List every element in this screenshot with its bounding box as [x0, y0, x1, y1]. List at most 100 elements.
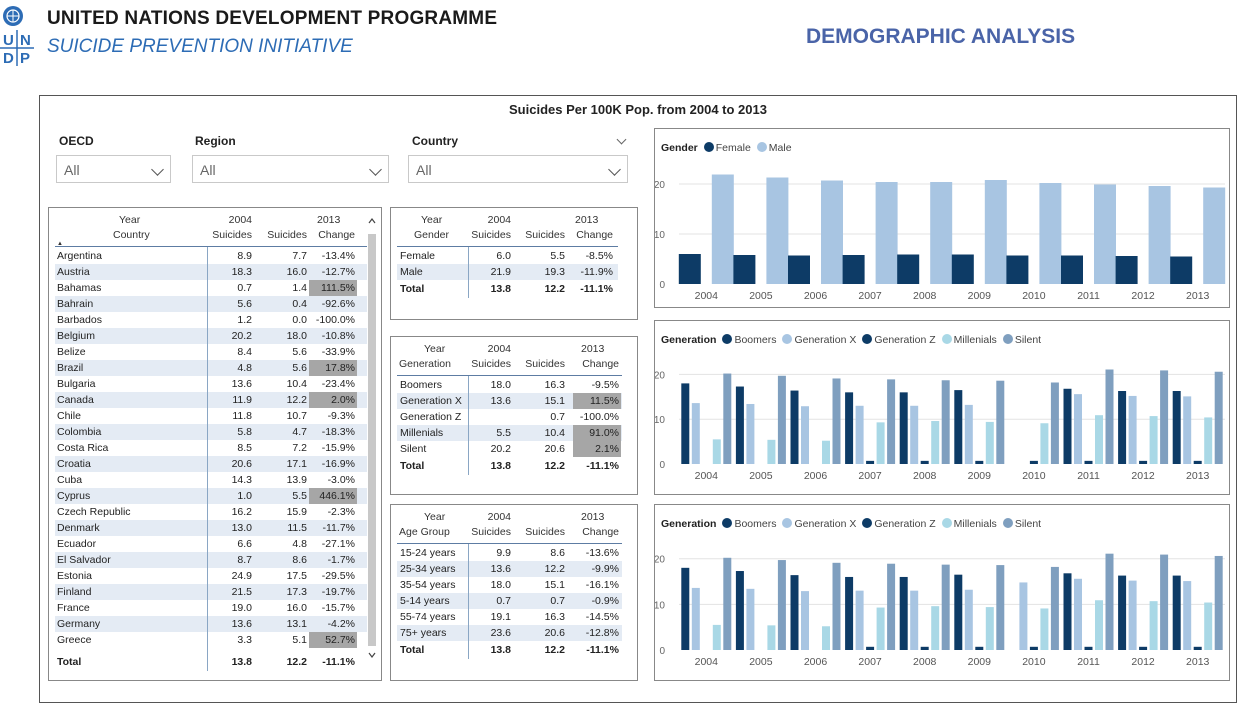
bar [975, 646, 984, 650]
change-value: -100.0% [579, 411, 619, 423]
oecd-slicer-label: OECD [59, 134, 94, 148]
value-2004: 20.2 [490, 443, 511, 455]
country-name: Canada [57, 394, 94, 406]
legend-item[interactable]: Silent [997, 518, 1041, 530]
bar [1115, 256, 1138, 284]
bar [691, 587, 700, 650]
legend-title: Gender [661, 142, 698, 154]
country-name: Denmark [57, 522, 100, 534]
legend-item[interactable]: Generation X [776, 334, 856, 346]
scrollbar-thumb[interactable] [368, 234, 376, 646]
x-tick-label: 2011 [1077, 470, 1100, 482]
legend-item[interactable]: Boomers [716, 334, 776, 346]
bar [920, 646, 929, 650]
value-2013: 17.5 [286, 570, 307, 582]
bar [954, 390, 963, 464]
x-tick-label: 2010 [1022, 470, 1046, 482]
bar [723, 557, 732, 650]
table-row: Belgium 20.2 18.0 -10.8% [55, 328, 367, 344]
bar [855, 590, 864, 650]
bar [845, 392, 854, 464]
value-2013: 16.0 [286, 602, 307, 614]
generation-chart-panel-2: Generation Boomers Generation X Generation … [654, 504, 1230, 681]
legend-item[interactable]: Male [751, 142, 792, 154]
total-2004: 13.8 [490, 460, 511, 472]
legend-title: Generation [661, 518, 717, 530]
change-value: -16.9% [321, 458, 355, 470]
scrollbar[interactable] [367, 214, 377, 664]
total-row: Total 13.8 12.2 -11.1% [397, 642, 622, 658]
legend-item[interactable]: Silent [997, 334, 1041, 346]
bar [984, 180, 1007, 284]
report-frame: Suicides Per 100K Pop. from 2004 to 2013… [39, 95, 1237, 703]
scroll-up-icon[interactable] [367, 216, 377, 226]
change-value: -19.7% [321, 586, 355, 598]
country-name: Austria [57, 266, 90, 278]
column-header: Suicides [471, 358, 511, 370]
total-row: Total 13.8 12.2 -11.1% [397, 281, 618, 297]
legend-dot-icon [756, 142, 767, 152]
column-header: Suicides [267, 229, 307, 241]
year-2013-header: 2013 [581, 511, 605, 523]
bar [954, 574, 963, 650]
value-2013: 0.7 [550, 595, 565, 607]
value-2004: 13.0 [231, 522, 252, 534]
x-tick-label: 2008 [913, 656, 937, 668]
org-title: UNITED NATIONS DEVELOPMENT PROGRAMME [47, 8, 498, 29]
table-row: Bahrain 5.6 0.4 -92.6% [55, 296, 367, 312]
bar [1118, 575, 1127, 650]
change-value: -9.9% [591, 563, 619, 575]
bar [920, 460, 929, 464]
bar [899, 392, 908, 464]
table-row: Millenials 5.5 10.4 91.0% [397, 425, 622, 441]
value-2013: 5.5 [292, 490, 307, 502]
value-2013: 18.0 [286, 330, 307, 342]
oecd-dropdown[interactable]: All [56, 155, 171, 183]
total-change: -11.1% [586, 644, 619, 656]
legend-dot-icon [722, 334, 733, 344]
column-divider [468, 544, 469, 659]
legend-title: Generation [661, 334, 717, 346]
bar [735, 571, 744, 650]
bar [985, 607, 994, 650]
country-name: Greece [57, 634, 92, 646]
legend-item[interactable]: Generation X [776, 518, 856, 530]
country-name: Estonia [57, 570, 93, 582]
bar [1050, 382, 1059, 464]
legend-item[interactable]: Boomers [716, 518, 776, 530]
table-row: Denmark 13.0 11.5 -11.7% [55, 520, 367, 536]
legend-label: Millenials [953, 334, 997, 346]
change-value: -33.9% [321, 346, 355, 358]
logo-letter: P [20, 50, 30, 66]
table-row: 35-54 years 18.0 15.1 -16.1% [397, 577, 622, 593]
value-2013: 17.1 [286, 458, 307, 470]
country-dropdown[interactable]: All [408, 155, 628, 183]
bar [845, 576, 854, 650]
value-2004: 23.6 [490, 627, 511, 639]
bar [931, 421, 940, 464]
change-value: -3.0% [327, 474, 355, 486]
legend-item[interactable]: Female [698, 142, 751, 154]
value-2013: 13.9 [286, 474, 307, 486]
generation-chart-legend: Generation Boomers Generation X Generation … [661, 334, 1041, 346]
chevron-down-icon[interactable] [616, 134, 627, 145]
table-row: Bahamas 0.7 1.4 111.5% [55, 280, 367, 296]
change-value: 2.0% [309, 392, 357, 408]
bar [1160, 554, 1169, 650]
legend-item[interactable]: Generation Z [856, 518, 936, 530]
bar [822, 440, 830, 464]
bar [1105, 369, 1114, 464]
legend-item[interactable]: Generation Z [856, 334, 936, 346]
legend-item[interactable]: Millenials [936, 518, 997, 530]
value-2013: 10.4 [544, 427, 565, 439]
region-dropdown[interactable]: All [192, 155, 389, 183]
bar [832, 378, 841, 464]
legend-item[interactable]: Millenials [936, 334, 997, 346]
bar [964, 589, 973, 650]
bar [1183, 396, 1192, 464]
column-header: Suicides [525, 526, 565, 538]
sort-icon: ▲ [57, 241, 63, 247]
age-group-name: 75+ years [400, 627, 447, 639]
scroll-down-icon[interactable] [367, 650, 377, 660]
chevron-down-icon[interactable] [608, 163, 621, 176]
